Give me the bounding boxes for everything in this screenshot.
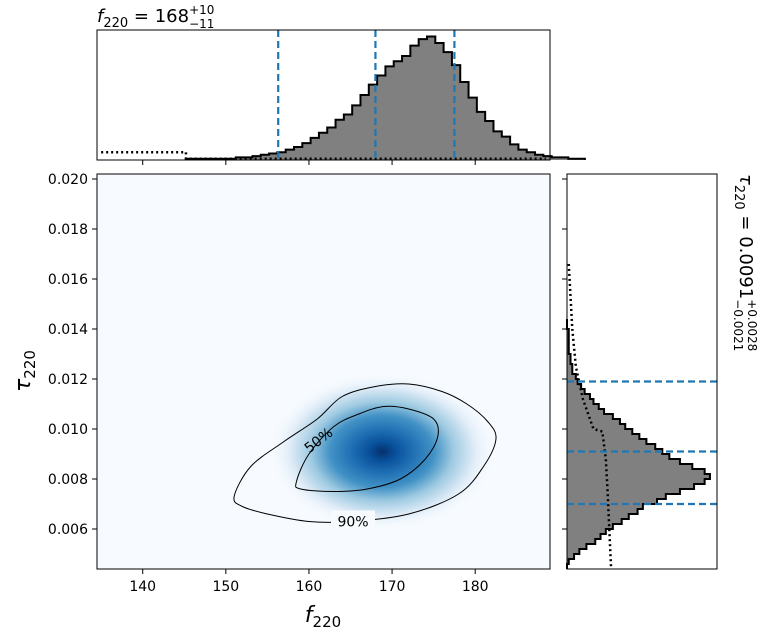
contour-label-background [331, 510, 376, 531]
right-panel-title: τ220 = 0.0091+0.0028−0.0021 [731, 174, 759, 351]
x-tick-label: 170 [379, 579, 406, 595]
top-histogram-fill [185, 36, 585, 160]
y-tick-label: 0.008 [48, 472, 88, 488]
right-marginal-panel: τ220 = 0.0091+0.0028−0.0021 [562, 173, 759, 570]
density-heatmap [267, 371, 498, 532]
contour-label-90pct: 90% [337, 515, 368, 531]
y-tick-label: 0.016 [48, 272, 88, 288]
top-panel-frame [96, 29, 551, 161]
x-tick-label: 150 [212, 579, 239, 595]
contour-50pct [295, 405, 439, 493]
top-marginal-panel: f220 = 168+10 −11 [96, 3, 586, 165]
y-tick-label: 0.012 [48, 372, 88, 388]
x-tick-label: 160 [296, 579, 323, 595]
right-prior-curve [567, 263, 613, 570]
top-prior-curve [101, 150, 546, 160]
y-tick-label: 0.014 [48, 322, 88, 338]
top-histogram-outline [184, 35, 586, 160]
y-tick-label: 0.018 [48, 222, 88, 238]
y-axis-label: τ220 [11, 350, 39, 392]
y-tick-label: 0.006 [48, 522, 88, 538]
top-panel-title: f220 = 168+10 −11 [97, 3, 214, 31]
x-axis-label: f220 [305, 603, 341, 631]
contour-90pct [233, 383, 497, 523]
y-tick-label: 0.020 [48, 172, 88, 188]
y-tick-label: 0.010 [48, 422, 88, 438]
right-histogram-fill [567, 319, 710, 569]
x-tick-label: 140 [129, 579, 156, 595]
joint-panel: 50%90% 140 150 160 170 1800.0060.0080.0100.0… [11, 172, 551, 631]
right-panel-frame [566, 173, 718, 570]
joint-panel-frame [96, 173, 551, 570]
right-histogram-outline [566, 319, 711, 569]
x-tick-label: 180 [462, 579, 489, 595]
